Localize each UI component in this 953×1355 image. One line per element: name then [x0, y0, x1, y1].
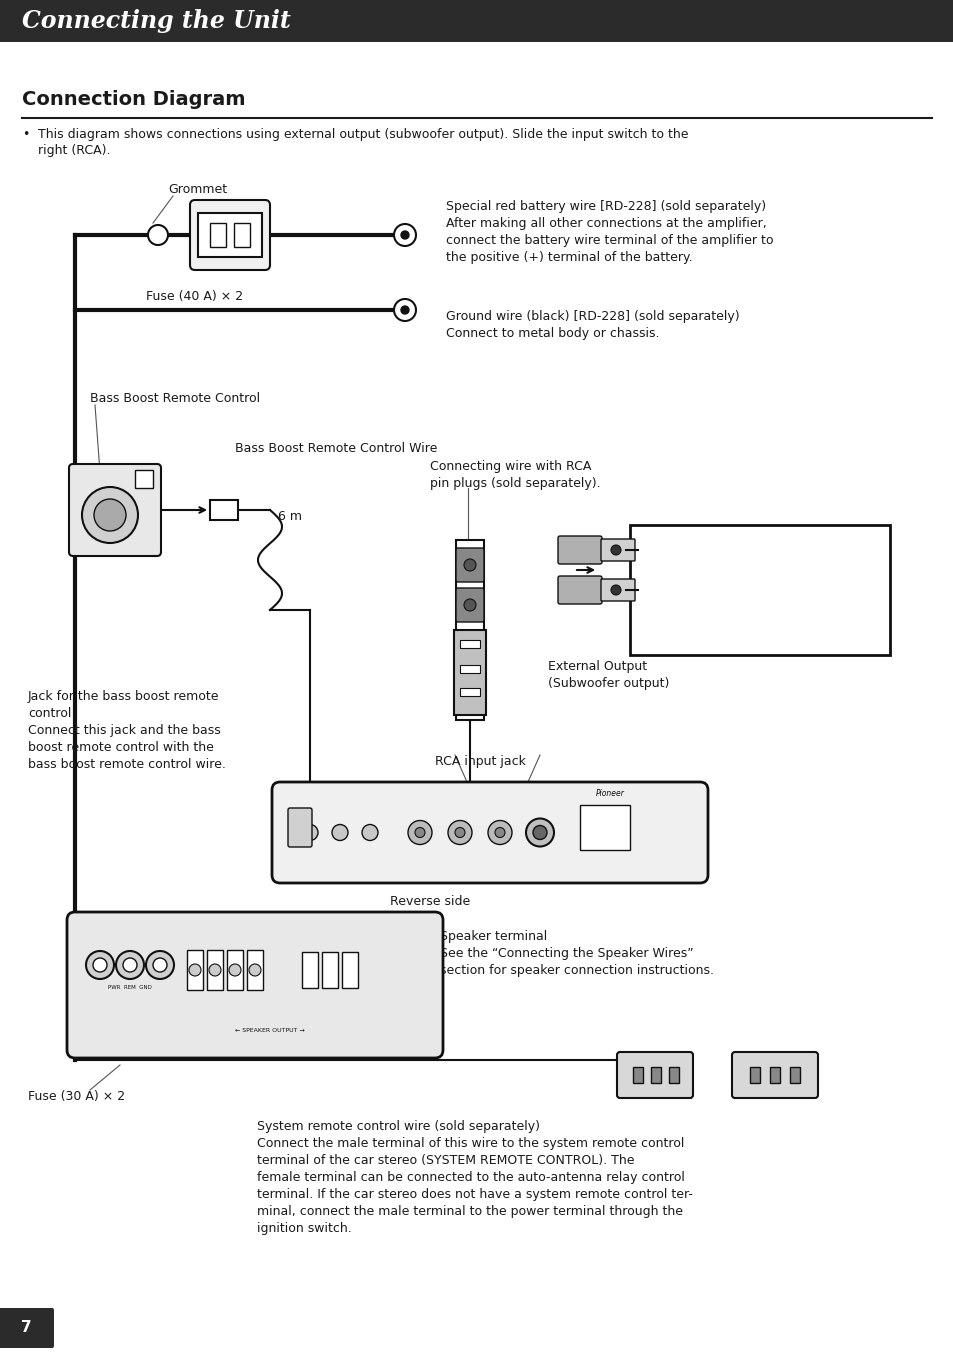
- Circle shape: [394, 299, 416, 321]
- Circle shape: [448, 821, 472, 844]
- Circle shape: [394, 224, 416, 247]
- Bar: [0, 0, 953, 42]
- Bar: [459, 665, 479, 673]
- Text: Connection Diagram: Connection Diagram: [22, 89, 245, 108]
- FancyBboxPatch shape: [731, 1051, 817, 1098]
- Circle shape: [189, 963, 201, 976]
- Circle shape: [610, 585, 620, 595]
- Bar: [456, 541, 483, 720]
- Bar: [187, 950, 203, 991]
- Text: Jack for the bass boost remote
control
Connect this jack and the bass
boost remo: Jack for the bass boost remote control C…: [28, 690, 226, 771]
- Bar: [210, 224, 226, 247]
- Text: Pioneer: Pioneer: [595, 789, 624, 798]
- Bar: [459, 688, 479, 696]
- Bar: [207, 950, 223, 991]
- FancyBboxPatch shape: [288, 808, 312, 847]
- Bar: [459, 640, 479, 648]
- Text: ← SPEAKER OUTPUT →: ← SPEAKER OUTPUT →: [234, 1028, 305, 1033]
- Text: Connecting wire with RCA
pin plugs (sold separately).: Connecting wire with RCA pin plugs (sold…: [430, 459, 600, 491]
- Circle shape: [610, 545, 620, 556]
- FancyBboxPatch shape: [190, 201, 270, 270]
- Circle shape: [455, 828, 464, 837]
- Circle shape: [533, 825, 546, 840]
- Text: Ground wire (black) [RD-228] (sold separately)
Connect to metal body or chassis.: Ground wire (black) [RD-228] (sold separ…: [446, 310, 739, 340]
- Text: 6 m: 6 m: [277, 509, 302, 523]
- Text: Connecting the Unit: Connecting the Unit: [22, 9, 291, 33]
- Circle shape: [408, 821, 432, 844]
- Text: Reverse side: Reverse side: [390, 896, 470, 908]
- Circle shape: [123, 958, 137, 972]
- Circle shape: [92, 958, 107, 972]
- Bar: [247, 950, 263, 991]
- Text: This diagram shows connections using external output (subwoofer output). Slide t: This diagram shows connections using ext…: [38, 127, 688, 141]
- Circle shape: [400, 306, 409, 314]
- Text: Car stereo with
RCA output jacks: Car stereo with RCA output jacks: [749, 575, 856, 604]
- Circle shape: [249, 963, 261, 976]
- Circle shape: [495, 828, 504, 837]
- Text: Fuse (30 A) × 2: Fuse (30 A) × 2: [28, 1089, 125, 1103]
- Text: right (RCA).: right (RCA).: [38, 144, 111, 157]
- Text: RCA input jack: RCA input jack: [435, 755, 525, 768]
- Circle shape: [463, 599, 476, 611]
- Bar: [579, 805, 629, 850]
- Text: Speaker terminal
See the “Connecting the Speaker Wires”
section for speaker conn: Speaker terminal See the “Connecting the…: [439, 930, 713, 977]
- Circle shape: [463, 560, 476, 570]
- FancyBboxPatch shape: [456, 588, 483, 622]
- FancyBboxPatch shape: [456, 547, 483, 583]
- Bar: [233, 224, 250, 247]
- FancyBboxPatch shape: [69, 463, 161, 556]
- Circle shape: [152, 958, 167, 972]
- Text: Special red battery wire [RD-228] (sold separately)
After making all other conne: Special red battery wire [RD-228] (sold …: [446, 201, 773, 264]
- FancyBboxPatch shape: [558, 576, 601, 604]
- Bar: [769, 1066, 780, 1083]
- Circle shape: [116, 951, 144, 980]
- Text: •: •: [22, 127, 30, 141]
- Bar: [210, 500, 237, 520]
- Bar: [749, 1066, 760, 1083]
- FancyBboxPatch shape: [67, 912, 442, 1058]
- Text: Grommet: Grommet: [168, 183, 227, 196]
- Circle shape: [400, 230, 409, 238]
- Bar: [302, 953, 317, 988]
- FancyBboxPatch shape: [558, 537, 601, 564]
- Circle shape: [525, 818, 554, 847]
- Bar: [198, 213, 262, 257]
- FancyBboxPatch shape: [0, 1308, 54, 1348]
- Text: External Output
(Subwoofer output): External Output (Subwoofer output): [547, 660, 669, 690]
- FancyBboxPatch shape: [617, 1051, 692, 1098]
- Circle shape: [302, 824, 317, 840]
- Circle shape: [488, 821, 512, 844]
- FancyBboxPatch shape: [272, 782, 707, 883]
- Bar: [789, 1066, 800, 1083]
- Bar: [227, 950, 243, 991]
- Bar: [650, 1066, 660, 1083]
- Text: 7: 7: [21, 1321, 31, 1336]
- Text: System remote control wire (sold separately)
Connect the male terminal of this w: System remote control wire (sold separat…: [256, 1121, 692, 1234]
- Circle shape: [415, 828, 424, 837]
- Circle shape: [148, 225, 168, 245]
- Bar: [668, 1066, 679, 1083]
- Text: Fuse (40 A) × 2: Fuse (40 A) × 2: [146, 290, 243, 304]
- Text: PWR  REM  GND: PWR REM GND: [108, 985, 152, 991]
- Circle shape: [361, 824, 377, 840]
- Text: Bass Boost Remote Control Wire: Bass Boost Remote Control Wire: [234, 442, 436, 455]
- Bar: [633, 1066, 642, 1083]
- Circle shape: [229, 963, 241, 976]
- Circle shape: [332, 824, 348, 840]
- Bar: [341, 953, 357, 988]
- FancyBboxPatch shape: [600, 579, 635, 602]
- Bar: [135, 470, 152, 488]
- Circle shape: [94, 499, 126, 531]
- Bar: [322, 953, 337, 988]
- Circle shape: [209, 963, 221, 976]
- Circle shape: [82, 486, 138, 543]
- Circle shape: [146, 951, 173, 980]
- Text: Bass Boost Remote Control: Bass Boost Remote Control: [90, 392, 260, 405]
- FancyBboxPatch shape: [454, 630, 485, 715]
- FancyBboxPatch shape: [600, 539, 635, 561]
- Bar: [629, 524, 889, 654]
- Circle shape: [86, 951, 113, 980]
